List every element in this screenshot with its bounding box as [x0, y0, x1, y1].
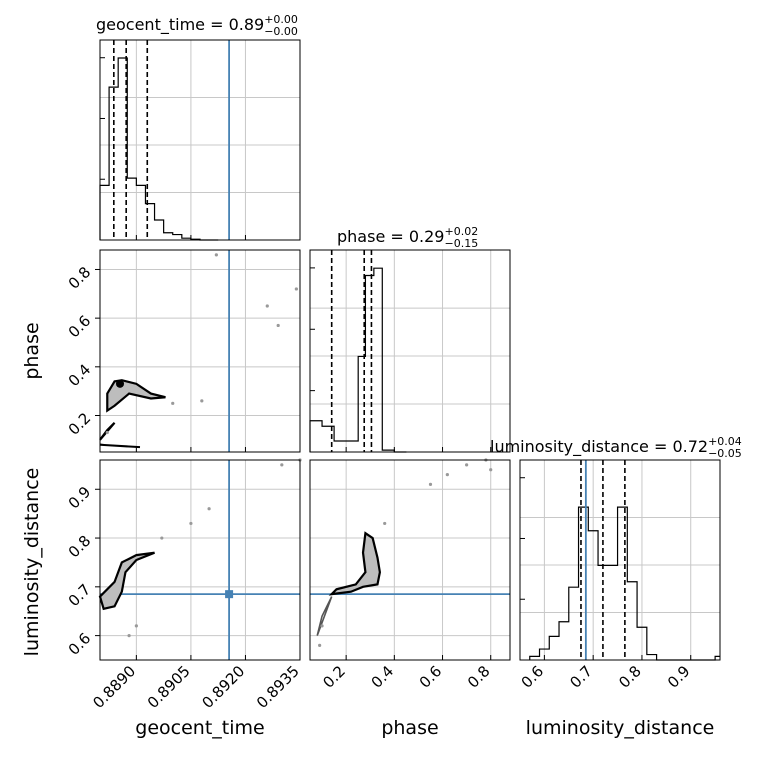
- sample-point: [276, 323, 280, 328]
- sample-point: [265, 304, 269, 308]
- sample-point: [465, 463, 469, 467]
- tick-label-luminosity_distance: 0.8: [65, 532, 95, 562]
- panel-frame-1-1: [309, 249, 511, 453]
- panel-frame-2-2: [519, 459, 721, 661]
- axis-label-x-geocent_time: geocent_time: [135, 717, 264, 739]
- panel-frame-0-0: [99, 39, 301, 241]
- density-contour-geocent_time-phase-base: [99, 443, 141, 449]
- sample-point: [280, 463, 284, 467]
- axis-label-y-luminosity_distance: luminosity_distance: [21, 468, 43, 657]
- tick-label-luminosity_distance: 0.7: [566, 662, 596, 692]
- panel-frame-2-1: [309, 459, 511, 661]
- tick-label-luminosity_distance: 0.7: [65, 580, 95, 610]
- tick-label-geocent_time: 0.8935: [253, 662, 303, 712]
- sample-point: [127, 634, 131, 638]
- sample-point: [214, 253, 218, 257]
- tick-label-phase: 0.4: [368, 662, 398, 692]
- sample-point: [318, 643, 322, 647]
- tick-label-luminosity_distance: 0.9: [65, 483, 95, 513]
- tick-label-luminosity_distance: 0.6: [518, 662, 548, 692]
- density-tail-phase-luminosity_distance: [316, 596, 333, 636]
- panel-frame-1-0: [99, 249, 301, 453]
- tick-label-geocent_time: 0.8920: [198, 662, 248, 712]
- title-geocent_time: geocent_time = 0.89+0.00 −0.00: [96, 13, 298, 38]
- tick-label-phase: 0.2: [319, 662, 349, 692]
- sample-point: [294, 287, 298, 291]
- sample-point: [189, 521, 193, 526]
- axis-label-y-phase: phase: [21, 322, 43, 379]
- axis-label-x-luminosity_distance: luminosity_distance: [526, 717, 715, 739]
- title-luminosity_distance: luminosity_distance = 0.72+0.04 −0.05: [490, 435, 742, 460]
- panel-frame-2-0: [99, 459, 301, 661]
- tick-label-phase: 0.6: [65, 312, 95, 342]
- title-phase: phase = 0.29+0.02 −0.15: [337, 225, 478, 250]
- sample-point: [428, 482, 433, 486]
- sample-point: [383, 521, 387, 526]
- tick-label-phase: 0.2: [65, 409, 95, 439]
- histogram-luminosity_distance: [529, 506, 720, 661]
- sample-point: [160, 536, 164, 540]
- density-contour-geocent_time-luminosity_distance: [98, 551, 155, 611]
- sample-point: [445, 473, 449, 477]
- axis-label-x-phase: phase: [381, 717, 438, 739]
- sample-point: [200, 399, 204, 403]
- truth-marker: [225, 590, 234, 599]
- tick-label-luminosity_distance: 0.6: [65, 629, 95, 659]
- density-peak-geocent_time-phase: [116, 379, 124, 388]
- sample-point: [320, 624, 324, 628]
- sample-point: [171, 401, 175, 405]
- density-contour-phase-luminosity_distance: [328, 531, 381, 596]
- tick-label-phase: 0.8: [464, 662, 494, 692]
- sample-point: [105, 430, 109, 435]
- sample-point: [134, 624, 138, 628]
- tick-label-phase: 0.6: [416, 662, 446, 692]
- sample-point: [207, 507, 211, 511]
- histogram-phase: [309, 267, 407, 453]
- tick-label-geocent_time: 0.8905: [144, 662, 194, 712]
- sample-point: [489, 468, 493, 472]
- tick-label-phase: 0.8: [65, 263, 95, 293]
- tick-label-luminosity_distance: 0.8: [615, 662, 645, 692]
- tick-label-phase: 0.4: [65, 360, 95, 390]
- histogram-geocent_time: [99, 57, 219, 241]
- tick-label-luminosity_distance: 0.9: [664, 662, 694, 692]
- tick-label-geocent_time: 0.8890: [89, 662, 139, 712]
